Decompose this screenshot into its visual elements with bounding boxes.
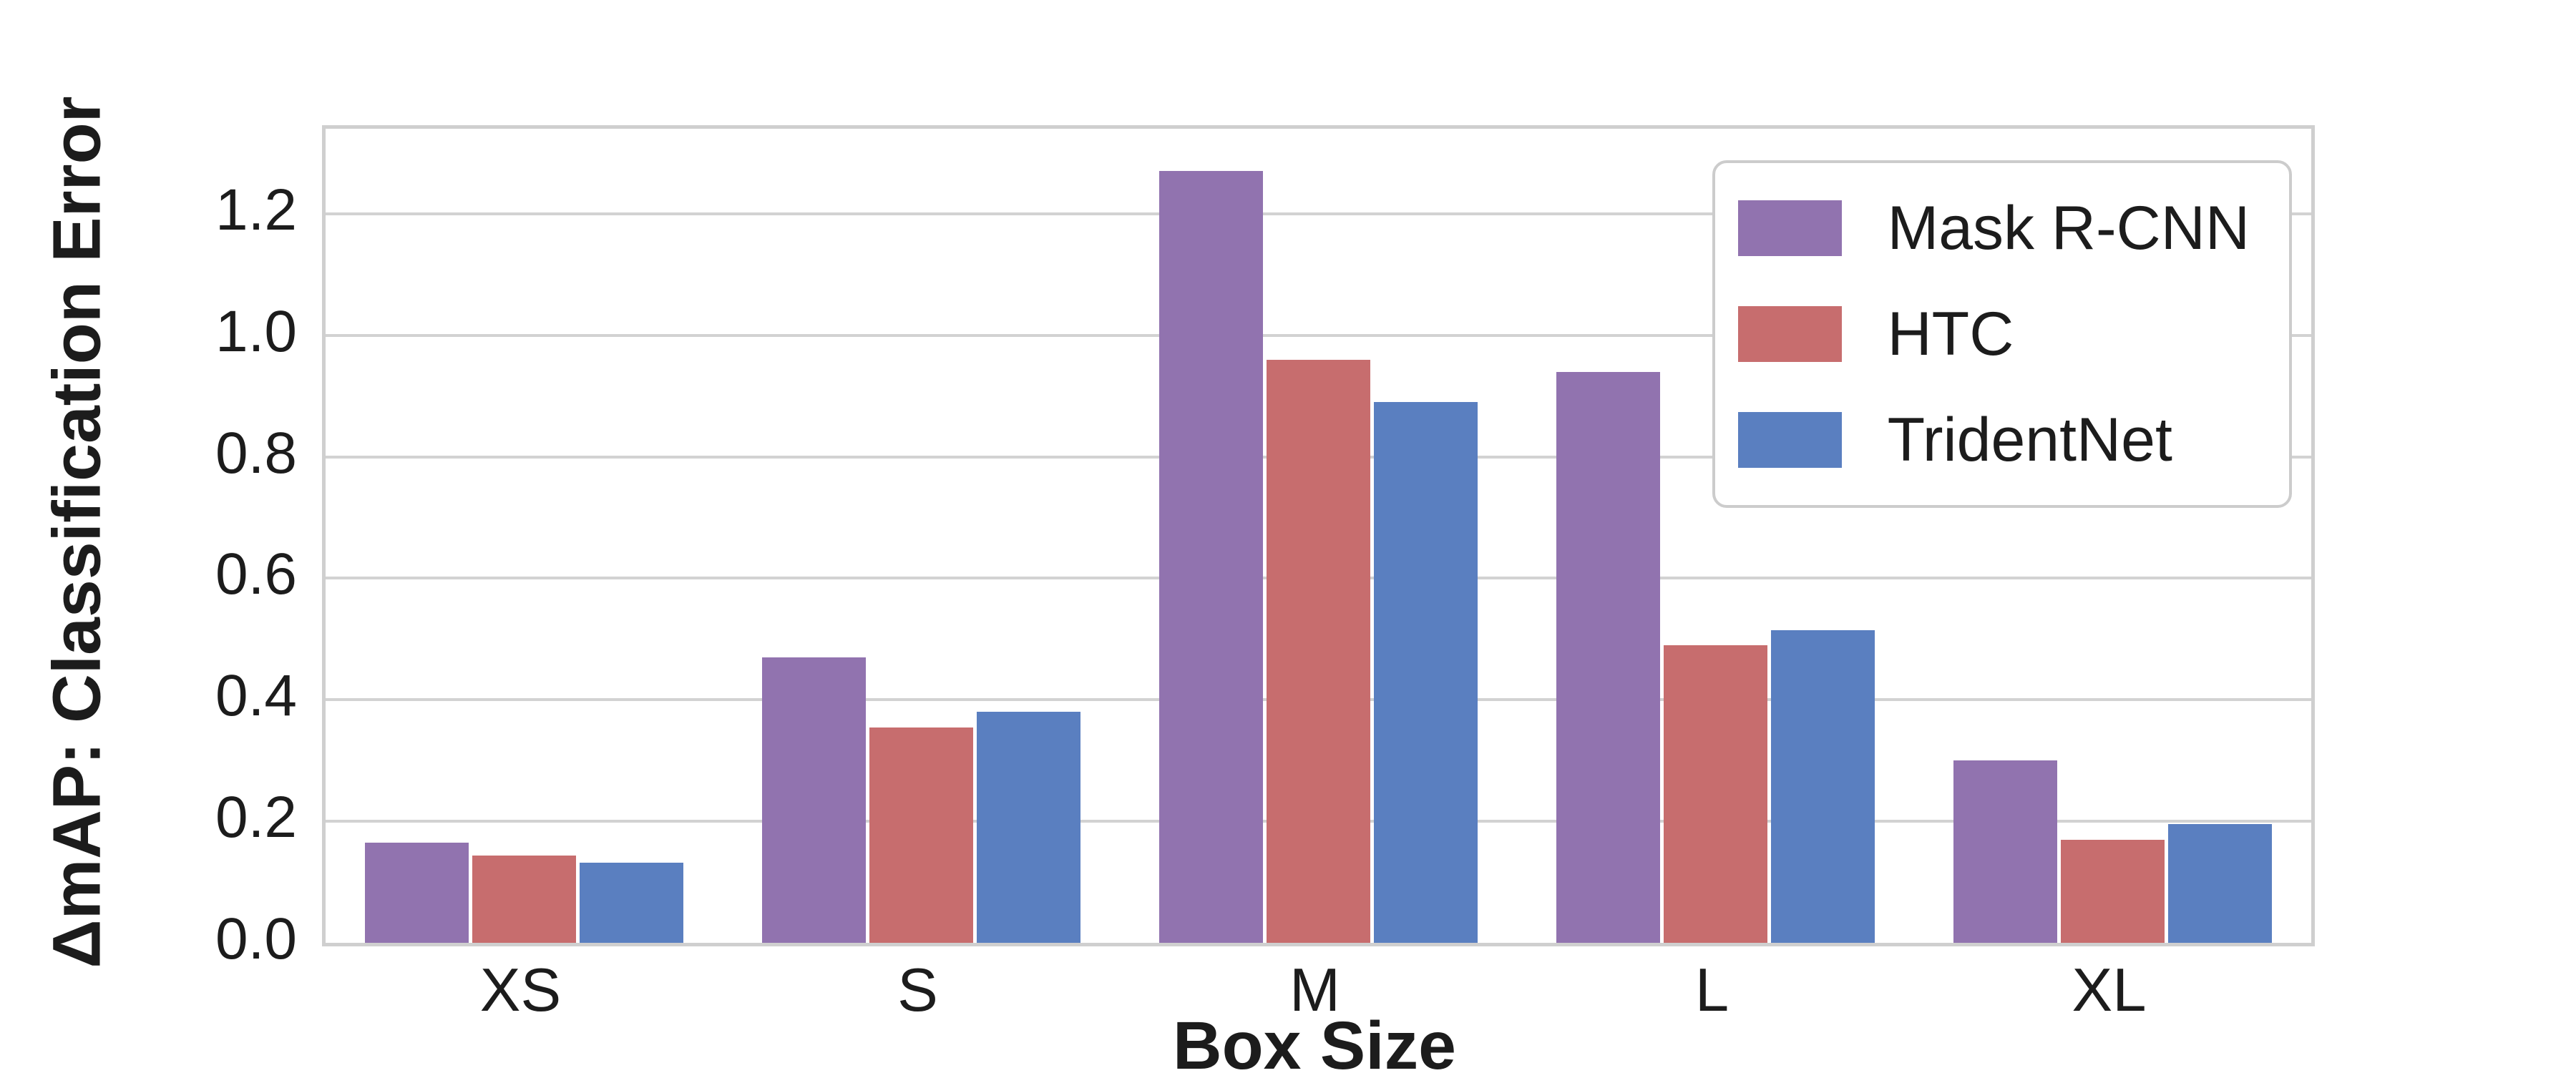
legend-label-mask-rcnn: Mask R-CNN [1887,194,2250,263]
xtick-label-m: M [1289,956,1340,1024]
bar-tridentnet-l [1771,629,1875,943]
bar-tridentnet-xs [580,862,683,943]
bar-mask-r-cnn-xl [1953,760,2057,943]
xtick-label-l: L [1694,956,1729,1024]
ytick-label-1.0: 1.0 [215,298,297,364]
legend-item-mask-rcnn: Mask R-CNN [1737,194,2250,263]
ytick-label-0.6: 0.6 [215,542,297,607]
bar-htc-xs [472,855,576,943]
x-axis-label: Box Size [1173,1008,1456,1073]
bar-tridentnet-m [1374,402,1478,943]
legend-swatch-htc [1737,306,1842,362]
legend-item-htc: HTC [1737,300,2250,368]
ytick-label-0.0: 0.0 [215,906,297,971]
legend-swatch-mask-rcnn [1737,200,1842,256]
gridline-y-1.0 [326,333,2311,337]
legend-label-htc: HTC [1887,300,2014,368]
bar-tridentnet-xl [2168,824,2272,943]
bar-mask-r-cnn-s [762,657,866,943]
bar-mask-r-cnn-l [1556,371,1660,943]
ytick-label-1.2: 1.2 [215,177,297,242]
xtick-label-xs: XS [479,956,562,1024]
bar-tridentnet-s [977,712,1080,943]
ytick-label-0.2: 0.2 [215,785,297,851]
legend: Mask R-CNN HTC TridentNet [1712,160,2292,508]
xtick-label-s: S [897,956,938,1024]
legend-swatch-tridentnet [1737,412,1842,468]
bar-mask-r-cnn-xs [365,842,469,943]
xtick-label-xl: XL [2072,956,2147,1024]
bar-htc-xl [2061,839,2165,943]
bar-htc-l [1664,645,1767,943]
gridline-y-1.2 [326,212,2311,215]
bar-htc-s [869,727,973,943]
ytick-label-0.8: 0.8 [215,420,297,486]
legend-item-tridentnet: TridentNet [1737,406,2250,474]
bar-mask-r-cnn-m [1159,171,1263,943]
ytick-label-0.4: 0.4 [215,663,297,729]
legend-label-tridentnet: TridentNet [1887,406,2172,474]
bar-htc-m [1267,359,1370,943]
